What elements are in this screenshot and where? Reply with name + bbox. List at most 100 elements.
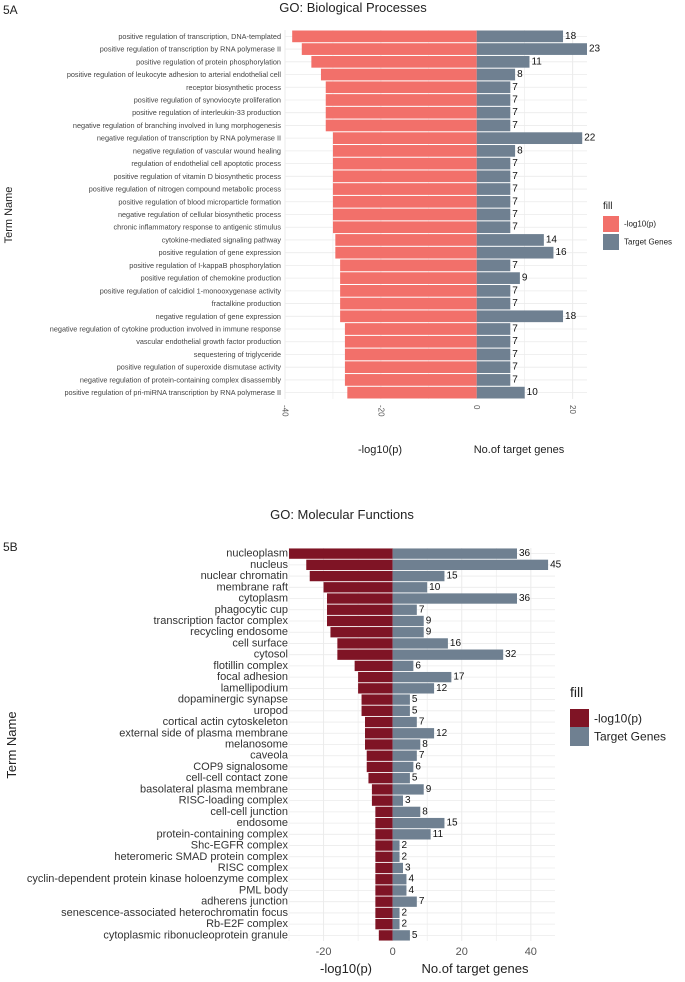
y-axis-title: Term Name — [3, 187, 15, 244]
bar-neglog10p — [375, 918, 393, 930]
x-tick-label: 0 — [472, 405, 481, 410]
bar-neglog10p — [330, 627, 393, 638]
data-label: 7 — [512, 260, 518, 271]
data-label: 7 — [419, 896, 425, 907]
category-label: cytosol — [254, 649, 288, 661]
category-label: positive regulation of transcription by … — [100, 45, 281, 54]
category-label: positive regulation of protein phosphory… — [136, 57, 281, 66]
data-label: 2 — [402, 919, 408, 930]
data-label: 4 — [408, 874, 414, 885]
data-label: 5 — [412, 930, 418, 941]
bar-neglog10p — [332, 183, 477, 195]
category-label: fractalkine production — [212, 299, 281, 308]
category-label: positive regulation of superoxide dismut… — [117, 363, 282, 372]
category-label: caveola — [250, 750, 289, 762]
bar-target-genes — [476, 374, 511, 386]
x-tick-label: -20 — [316, 946, 332, 958]
data-label: 22 — [584, 133, 596, 144]
category-label: adherens junction — [201, 896, 288, 908]
category-label: external side of plasma membrane — [119, 727, 288, 739]
legend-label: Target Genes — [594, 730, 666, 744]
bar-target-genes — [392, 817, 445, 829]
category-label: senescence-associated heterochromatin fo… — [61, 907, 288, 919]
category-label: focal adhesion — [217, 671, 288, 683]
category-label: positive regulation of I-kappaB phosphor… — [129, 261, 281, 270]
bar-neglog10p — [347, 386, 477, 399]
bar-target-genes — [476, 221, 511, 234]
data-label: 7 — [419, 604, 425, 615]
data-label: 2 — [402, 840, 408, 851]
category-label: cell surface — [232, 637, 288, 649]
data-label: 5 — [412, 694, 418, 705]
legend-label: -log10(p) — [594, 712, 642, 726]
bar-neglog10p — [358, 683, 393, 694]
bar-target-genes — [392, 638, 448, 649]
legend-swatch — [603, 234, 619, 250]
bar-target-genes — [392, 829, 431, 840]
category-label: dopaminergic synapse — [178, 694, 288, 706]
bar-neglog10p — [335, 234, 477, 246]
bar-target-genes — [476, 119, 511, 132]
bar-target-genes — [476, 246, 554, 259]
x-tick-label: 40 — [525, 946, 537, 958]
x-tick-label: -20 — [376, 405, 385, 417]
data-label: 7 — [512, 158, 518, 169]
bar-target-genes — [392, 874, 407, 885]
bar-target-genes — [392, 559, 549, 571]
bar-target-genes — [392, 570, 445, 582]
bar-neglog10p — [301, 43, 477, 55]
data-label: 7 — [512, 209, 518, 220]
category-label: sequestering of triglyceride — [194, 350, 281, 359]
data-label: 7 — [512, 196, 518, 207]
bar-neglog10p — [365, 728, 393, 739]
x-tick-label: 20 — [456, 946, 468, 958]
bar-neglog10p — [320, 68, 477, 81]
data-label: 7 — [512, 94, 518, 105]
data-label: 7 — [512, 171, 518, 182]
category-label: positive regulation of chemokine product… — [141, 274, 281, 283]
category-label: Rb-E2F complex — [206, 918, 288, 930]
bar-target-genes — [476, 335, 511, 348]
bar-neglog10p — [289, 548, 393, 559]
category-label: cortical actin cytoskeleton — [163, 716, 288, 728]
bar-neglog10p — [309, 570, 393, 582]
category-label: positive regulation of interleukin-33 pr… — [132, 108, 281, 117]
category-label: positive regulation of calcidiol 1-monoo… — [100, 286, 282, 295]
category-label: membrane raft — [216, 581, 288, 593]
x-tick-label: 0 — [390, 946, 396, 958]
bar-target-genes — [392, 896, 417, 907]
data-label: 36 — [519, 593, 531, 604]
bar-target-genes — [476, 297, 511, 310]
data-label: 8 — [517, 145, 523, 156]
bar-neglog10p — [332, 170, 477, 183]
bar-target-genes — [476, 106, 511, 119]
bar-target-genes — [392, 840, 400, 851]
bar-target-genes — [392, 806, 421, 818]
data-label: 7 — [512, 184, 518, 195]
category-label: cell-cell junction — [210, 806, 288, 818]
data-label: 2 — [402, 851, 408, 862]
category-label: flotillin complex — [213, 660, 288, 672]
category-label: vascular endothelial growth factor produ… — [136, 337, 281, 346]
data-label: 7 — [512, 120, 518, 131]
bar-neglog10p — [332, 208, 477, 221]
bar-target-genes — [392, 604, 417, 615]
data-label: 7 — [512, 107, 518, 118]
bar-target-genes — [392, 739, 421, 750]
category-label: negative regulation of protein-containin… — [80, 375, 282, 384]
bar-target-genes — [392, 671, 452, 683]
bar-neglog10p — [366, 750, 393, 761]
category-label: positive regulation of vitamin D biosynt… — [113, 172, 281, 181]
data-label: 8 — [517, 69, 523, 80]
category-label: nuclear chromatin — [201, 570, 288, 582]
x-axis-title-left: -log10(p) — [358, 444, 402, 456]
bar-neglog10p — [327, 604, 393, 615]
data-label: 2 — [402, 907, 408, 918]
bar-neglog10p — [340, 297, 477, 310]
gridlines — [288, 548, 555, 941]
x-axis-title-right: No.of target genes — [474, 444, 565, 456]
panel-label: 5A — [3, 3, 18, 17]
category-label: lamellipodium — [221, 682, 288, 694]
bar-target-genes — [476, 132, 583, 145]
data-label: 7 — [512, 336, 518, 347]
